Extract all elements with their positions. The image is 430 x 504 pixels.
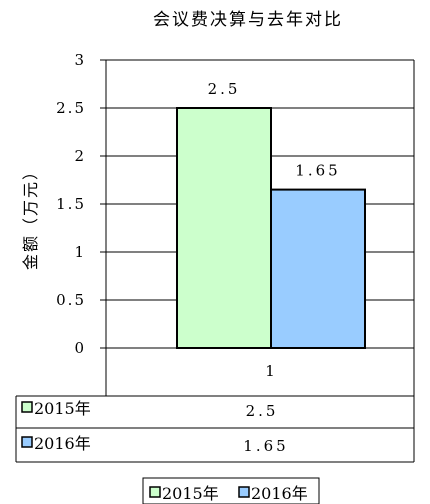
- y-axis-title-group: 金额（万元）: [21, 162, 40, 270]
- legend-label-2016: 2016年: [251, 484, 308, 503]
- legend-swatch-2015: [149, 486, 161, 498]
- y-tick-label: 2: [74, 147, 86, 165]
- y-tick-label: 1.5: [56, 195, 86, 213]
- bars: [176, 107, 366, 349]
- table-value-2016: 1.65: [243, 437, 288, 455]
- x-category-label: 1: [265, 362, 275, 380]
- bar-2015年: [176, 107, 272, 349]
- data-label-2015年: 2.5: [208, 80, 241, 98]
- y-tick-label: 3: [74, 51, 86, 69]
- legend: 2015年 2016年: [142, 477, 320, 504]
- y-tick-label: 0.5: [56, 291, 86, 309]
- data-label-2016年: 1.65: [295, 162, 340, 180]
- y-axis-title: 金额（万元）: [21, 162, 40, 270]
- data-table: 2015年 2.5 2016年 1.65: [15, 348, 415, 463]
- table-value-2015: 2.5: [246, 402, 279, 420]
- data-labels: 2.5 1.65: [208, 80, 340, 180]
- bar-2016年: [270, 188, 366, 349]
- chart-title: 会议费决算与去年对比: [153, 10, 343, 30]
- y-tick-labels: 0 0.5 1 1.5 2 2.5 3: [56, 51, 86, 357]
- y-tick-label: 0: [74, 339, 86, 357]
- table-legend-swatch-2016: [21, 436, 33, 448]
- table-legend-swatch-2015: [21, 401, 33, 413]
- legend-swatch-2016: [238, 486, 250, 498]
- y-tick-label: 2.5: [56, 99, 86, 117]
- y-tick-label: 1: [74, 243, 86, 261]
- legend-label-2015: 2015年: [162, 484, 219, 503]
- legend-box: [142, 477, 320, 504]
- table-series-name-2015: 2015年: [34, 399, 91, 418]
- table-series-name-2016: 2016年: [34, 434, 91, 453]
